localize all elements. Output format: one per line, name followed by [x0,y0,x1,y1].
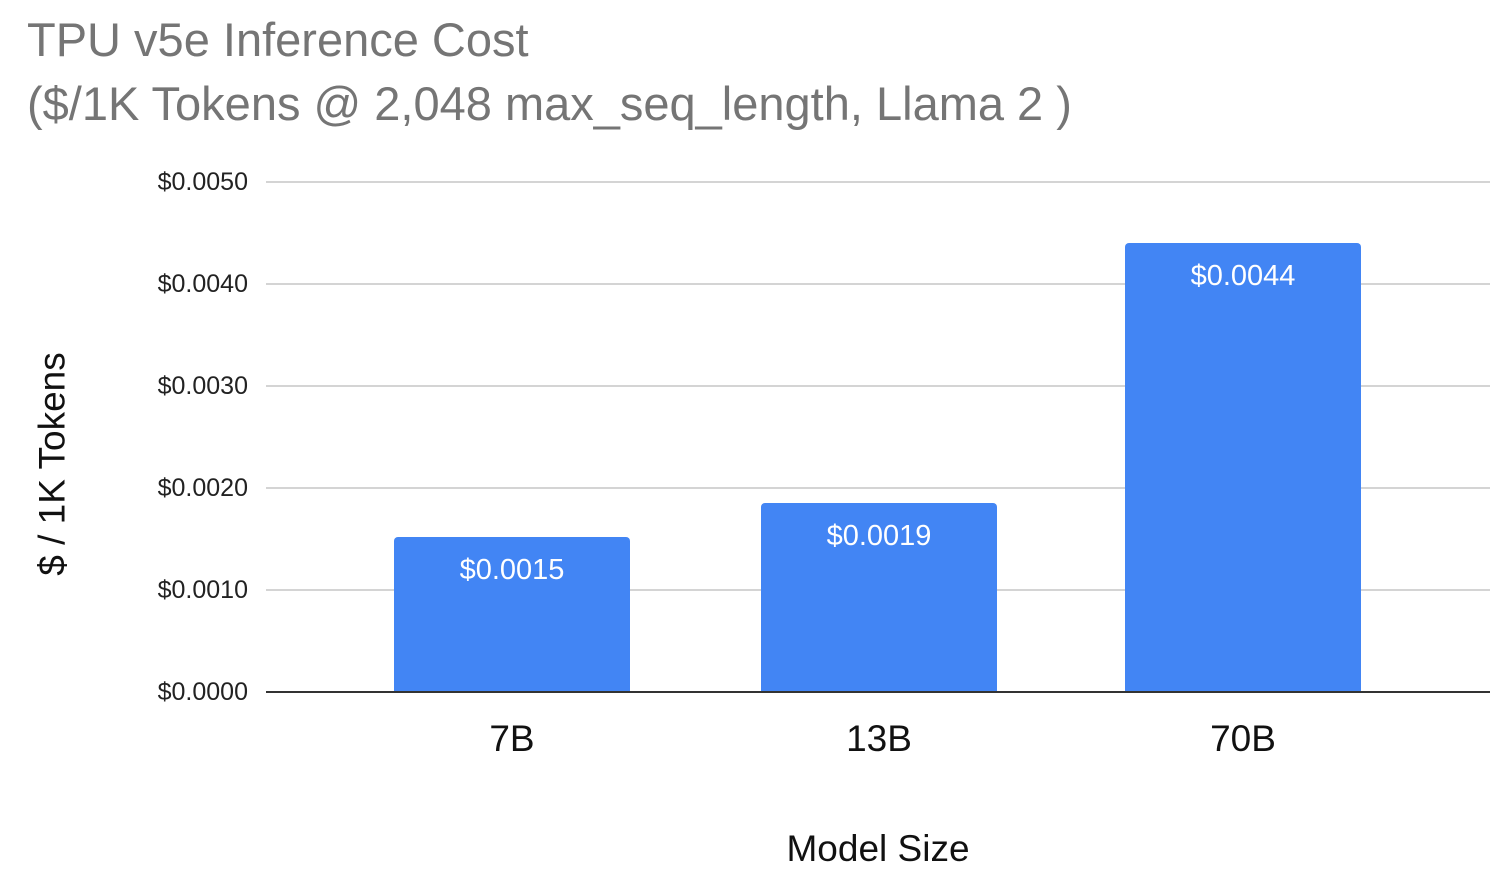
bar-7b: $0.0015 [394,537,630,692]
bar-70b: $0.0044 [1125,243,1361,692]
bar-value-label: $0.0015 [459,554,565,586]
bar-value-label: $0.0019 [826,520,932,552]
chart-subtitle: ($/1K Tokens @ 2,048 max_seq_length, Lla… [27,77,1072,130]
y-tick-label: $0.0020 [157,474,248,502]
bar-13b: $0.0019 [761,503,997,692]
chart-title: TPU v5e Inference Cost [27,13,529,66]
bar-value-label: $0.0044 [1190,260,1296,292]
gridline [266,283,1490,285]
y-tick-label: $0.0010 [157,576,248,604]
y-tick-label: $0.0030 [157,372,248,400]
x-tick-label: 70B [1210,718,1276,759]
y-tick-label: $0.0050 [157,168,248,196]
y-tick-label: $0.0040 [157,270,248,298]
x-tick-label: 7B [489,718,535,759]
y-tick-label: $0.0000 [157,678,248,706]
gridline [266,181,1490,183]
gridline [266,385,1490,387]
y-axis-label: $ / 1K Tokens [31,352,73,576]
gridline [266,487,1490,489]
x-axis-label: Model Size [786,828,970,869]
x-axis-baseline [266,691,1490,693]
x-tick-label: 13B [846,718,912,759]
